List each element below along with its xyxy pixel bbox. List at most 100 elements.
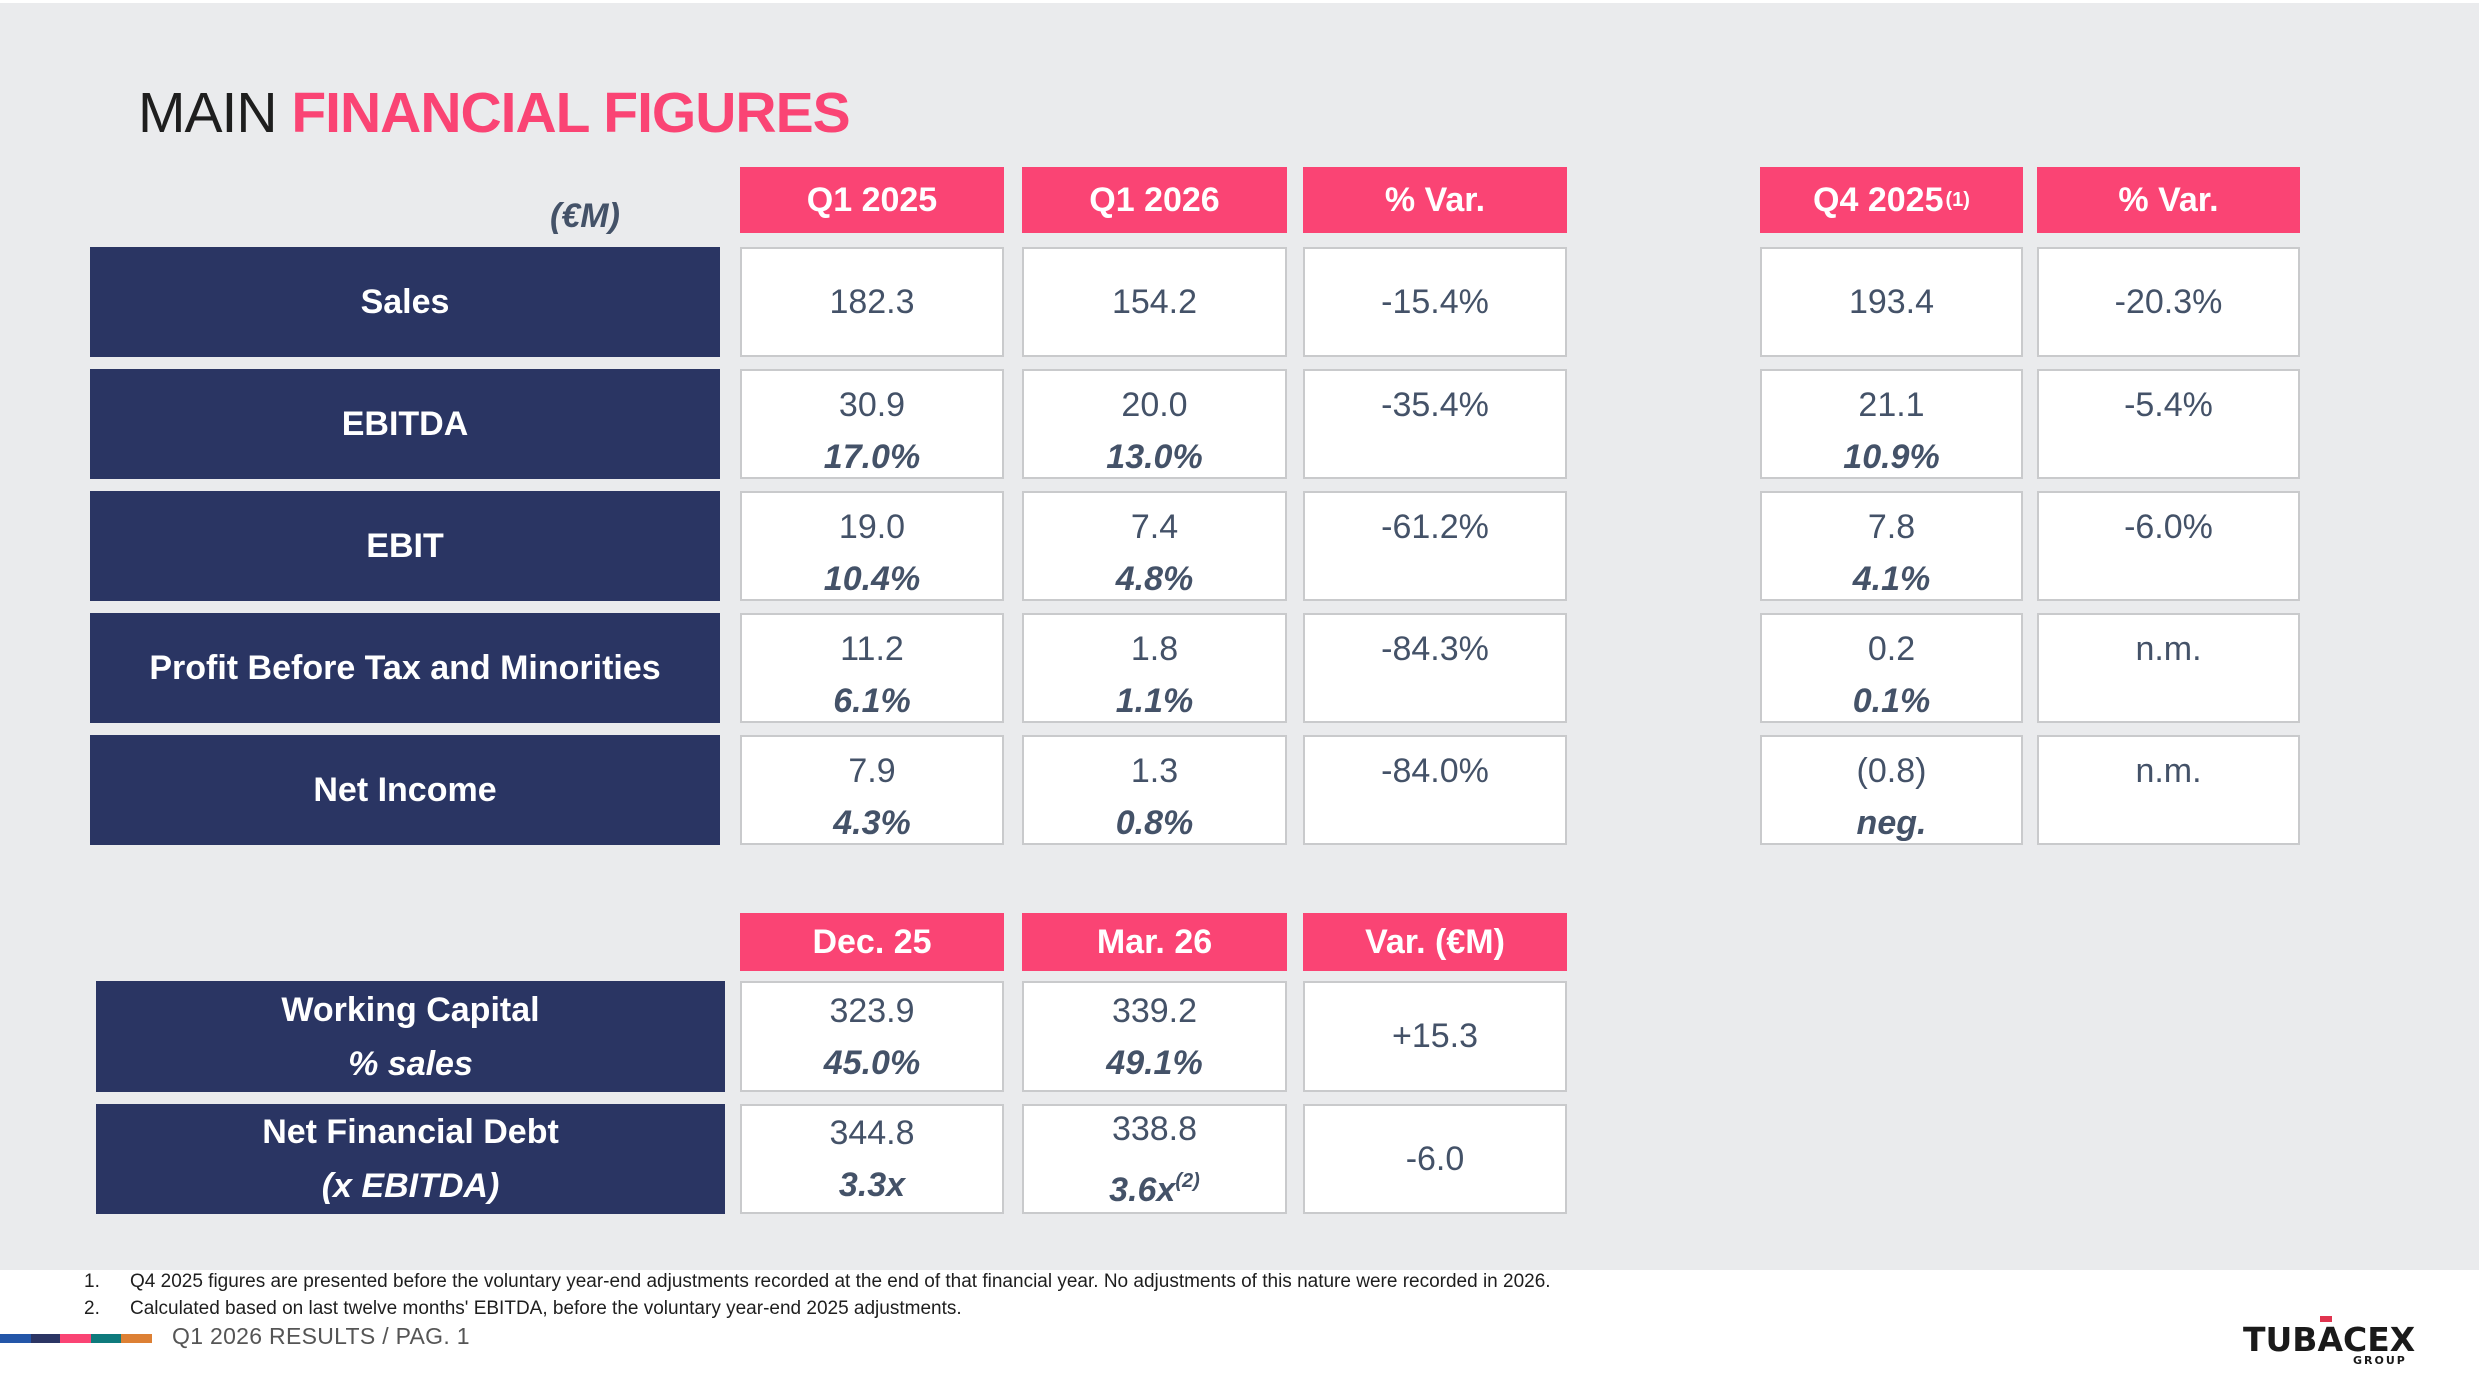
column-header-label: % Var.	[2118, 180, 2219, 219]
cell-net-financial-debt-mar-26: 338.8 3.6x(2)	[1022, 1104, 1287, 1214]
cell-margin: 4.1%	[1852, 560, 1931, 598]
cell-value: 30.9	[838, 386, 906, 424]
cell-margin: 6.1%	[833, 682, 911, 720]
cell-ratio: 45.0%	[823, 1043, 921, 1082]
cell-value: 7.9	[848, 752, 896, 790]
cell-working-capital-mar-26: 339.2 49.1%	[1022, 981, 1287, 1092]
cell-ebit-q4-2025: 7.8 4.1%	[1760, 491, 2023, 601]
footnote-ref: (1)	[1945, 188, 1970, 211]
cell-value: 7.8	[1867, 508, 1916, 546]
cell-margin: 4.3%	[833, 804, 911, 842]
cell-ebit-var-yoy: -61.2%	[1303, 491, 1567, 601]
footnote-number: 2.	[84, 1298, 100, 1319]
row-label-working-capital: Working Capital % sales	[96, 981, 725, 1092]
cell-variation: -35.4%	[1381, 386, 1489, 424]
cell-value: 7.4	[1130, 508, 1179, 546]
cell-margin: 4.8%	[1115, 560, 1194, 598]
cell-margin: 1.1%	[1115, 682, 1194, 720]
footnote-2: 2. Calculated based on last twelve month…	[84, 1295, 1551, 1322]
color-bar-segment	[121, 1334, 152, 1343]
row-label-ebitda: EBITDA	[90, 369, 720, 479]
row-label-text: Working Capital	[281, 990, 540, 1029]
cell-value: 11.2	[840, 630, 904, 668]
color-bar-segment	[0, 1334, 31, 1343]
cell-value: 19.0	[838, 508, 906, 546]
cell-margin: 0.1%	[1852, 682, 1931, 720]
cell-ebitda-q1-2025: 30.9 17.0%	[740, 369, 1004, 479]
cell-ebit-q1-2026: 7.4 4.8%	[1022, 491, 1287, 601]
title-highlight: FINANCIAL FIGURES	[291, 81, 850, 145]
cell-net-income-q1-2026: 1.3 0.8%	[1022, 735, 1287, 845]
page-info: Q1 2026 RESULTS / PAG. 1	[172, 1323, 470, 1349]
cell-working-capital-dec-25: 323.9 45.0%	[740, 981, 1004, 1092]
row-label-net-income: Net Income	[90, 735, 720, 845]
unit-label: (€M)	[550, 197, 620, 235]
cell-value: 1.3	[1130, 752, 1179, 790]
column-header-label: Q1 2025	[806, 180, 938, 219]
cell-profit-before-tax-and-minorities-var-qoq: n.m.	[2037, 613, 2300, 723]
cell-value: 1.8	[1130, 630, 1179, 668]
row-label-text: Profit Before Tax and Minorities	[149, 649, 661, 687]
cell-sales-var-yoy: -15.4%	[1303, 247, 1567, 357]
cell-profit-before-tax-and-minorities-q4-2025: 0.2 0.1%	[1760, 613, 2023, 723]
cell-value: +15.3	[1391, 1017, 1479, 1055]
column-header-label: Var. (€M)	[1365, 922, 1505, 961]
title-prefix: MAIN	[138, 81, 292, 145]
column-header-label: Mar. 26	[1096, 922, 1213, 961]
cell-variation: -5.4%	[2124, 386, 2213, 424]
cell-margin: 0.8%	[1115, 804, 1194, 842]
cell-ratio-text: 3.6x	[1109, 1170, 1176, 1209]
cell-value: 0.2	[1867, 630, 1916, 668]
row-label-text: Sales	[360, 283, 450, 321]
row-label-text: EBIT	[366, 527, 444, 565]
cell-ebitda-var-qoq: -5.4%	[2037, 369, 2300, 479]
cell-ratio: 3.6x(2)	[1109, 1155, 1200, 1216]
cell-value: (0.8)	[1856, 752, 1927, 790]
cell-margin: 17.0%	[823, 438, 921, 476]
cell-ebitda-q4-2025: 21.1 10.9%	[1760, 369, 2023, 479]
logo-accent-icon	[2320, 1316, 2332, 1322]
cell-ratio: 3.3x	[838, 1166, 906, 1204]
footnote-1: 1. Q4 2025 figures are presented before …	[84, 1268, 1551, 1295]
cell-ebit-q1-2025: 19.0 10.4%	[740, 491, 1004, 601]
cell-variation: -15.4%	[1381, 282, 1489, 321]
column-header-q1-2025: Q1 2025	[740, 167, 1004, 233]
cell-value: 20.0	[1121, 386, 1188, 424]
cell-variation: -6.0%	[2124, 508, 2213, 546]
cell-value: 338.8	[1111, 1109, 1198, 1148]
column-header-label: Q4 2025	[1813, 180, 1944, 219]
column-header-q4-2025: Q4 2025 (1)	[1760, 167, 2023, 233]
color-bar-segment	[31, 1334, 60, 1343]
cell-variation: -61.2%	[1381, 508, 1489, 546]
cell-working-capital-var: +15.3	[1303, 981, 1567, 1092]
cell-value: 21.1	[1858, 386, 1925, 424]
footnote-text: Calculated based on last twelve months' …	[130, 1298, 962, 1319]
cell-variation: n.m.	[2135, 630, 2202, 668]
column-header-q1-2026: Q1 2026	[1022, 167, 1287, 233]
column-header-var-eur: Var. (€M)	[1303, 913, 1567, 971]
row-label-profit-before-tax-and-minorities: Profit Before Tax and Minorities	[90, 613, 720, 723]
cell-variation: -84.3%	[1381, 630, 1489, 668]
column-header-mar-26: Mar. 26	[1022, 913, 1287, 971]
cell-net-financial-debt-dec-25: 344.8 3.3x	[740, 1104, 1004, 1214]
row-sublabel-text: % sales	[348, 1044, 473, 1083]
footnote-text: Q4 2025 figures are presented before the…	[130, 1271, 1551, 1292]
cell-profit-before-tax-and-minorities-q1-2025: 11.2 6.1%	[740, 613, 1004, 723]
cell-net-income-var-qoq: n.m.	[2037, 735, 2300, 845]
cell-sales-q1-2025: 182.3	[740, 247, 1004, 357]
cell-variation: n.m.	[2135, 752, 2202, 790]
row-sublabel-text: (x EBITDA)	[321, 1167, 500, 1205]
cell-profit-before-tax-and-minorities-q1-2026: 1.8 1.1%	[1022, 613, 1287, 723]
footnotes: 1. Q4 2025 figures are presented before …	[84, 1268, 1551, 1322]
page-title: MAIN FINANCIAL FIGURES	[138, 80, 851, 146]
footer-color-bar	[0, 1334, 152, 1343]
cell-value: -6.0	[1405, 1139, 1465, 1178]
cell-net-income-var-yoy: -84.0%	[1303, 735, 1567, 845]
cell-ebitda-q1-2026: 20.0 13.0%	[1022, 369, 1287, 479]
row-label-ebit: EBIT	[90, 491, 720, 601]
column-header-label: Q1 2026	[1089, 180, 1220, 219]
cell-margin: 10.9%	[1843, 438, 1940, 476]
cell-sales-var-qoq: -20.3%	[2037, 247, 2300, 357]
column-header-dec-25: Dec. 25	[740, 913, 1004, 971]
row-label-net-financial-debt: Net Financial Debt (x EBITDA)	[96, 1104, 725, 1214]
